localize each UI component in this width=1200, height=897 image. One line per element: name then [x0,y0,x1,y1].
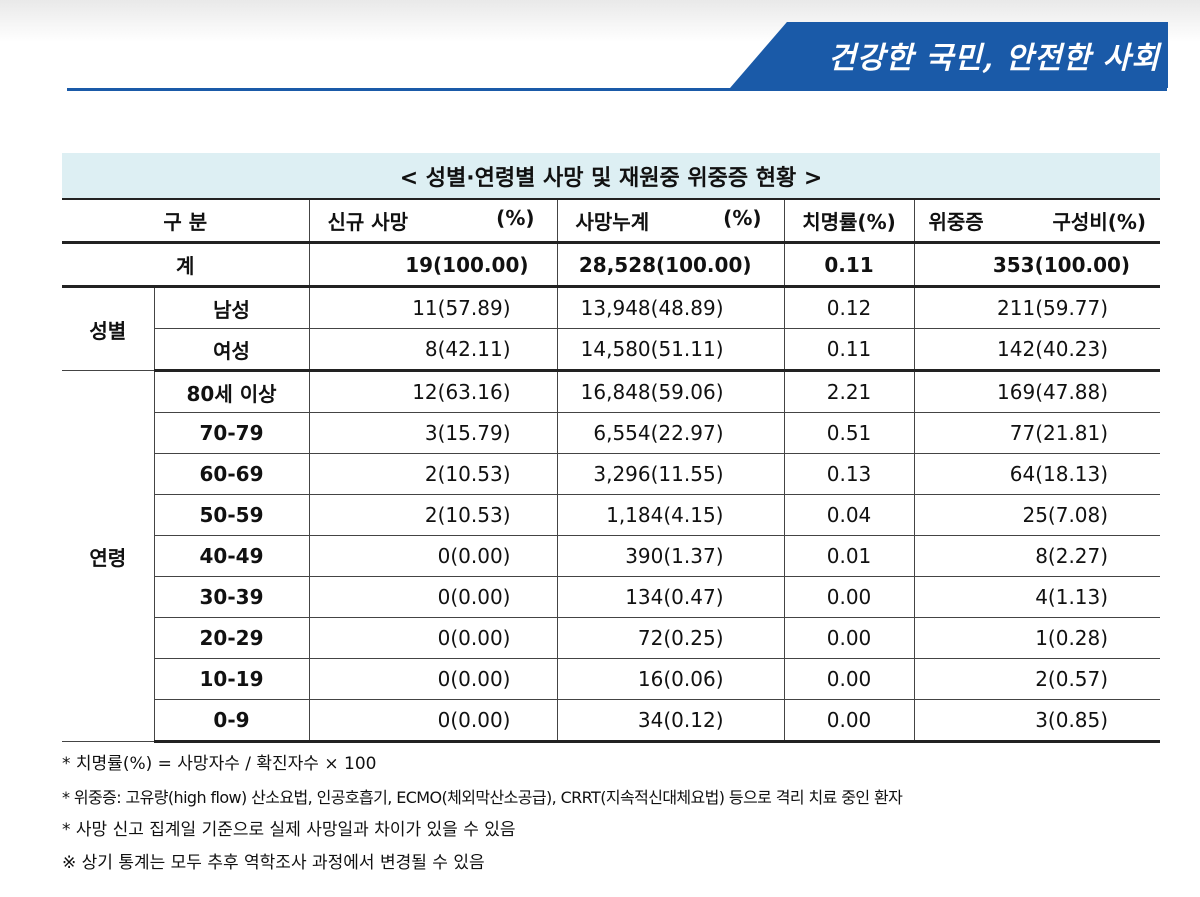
cum-deaths-cell: 16,848(59.06) [556,370,785,413]
total-row: 계 19(100.00) 28,528(100.00) 0.11 353(100… [62,242,1161,288]
fatality-cell: 0.00 [783,699,915,743]
total-fatality: 0.11 [783,242,915,288]
cum-deaths-cell: 1,184(4.15) [556,494,785,536]
total-cum-deaths: 28,528(100.00) [556,242,785,288]
table-header-row: 구 분 신규 사망 (%) 사망누계 (%) 치명률(%) 위중증 구성비(%) [62,198,1161,244]
row-label: 20-29 [154,617,310,659]
cum-deaths-cell: 14,580(51.11) [556,328,785,372]
total-severe: 353(100.00) [913,242,1161,288]
age-row: 20-29 0(0.00) 72(0.25) 0.00 1(0.28) [62,617,1161,659]
cum-deaths-cell: 13,948(48.89) [556,286,785,329]
total-label: 계 [62,242,310,288]
table-title-row: < 성별·연령별 사망 및 재원중 위중증 현황 > [62,153,1161,200]
age-row: 70-79 3(15.79) 6,554(22.97) 0.51 77(21.81) [62,412,1161,454]
severe-cell: 2(0.57) [913,658,1161,700]
cum-deaths-cell: 16(0.06) [556,658,785,700]
fatality-cell: 0.01 [783,535,915,577]
severe-cell: 3(0.85) [913,699,1161,743]
severe-cell: 211(59.77) [913,286,1161,329]
new-deaths-cell: 11(57.89) [308,286,558,329]
severe-cell: 77(21.81) [913,412,1161,454]
age-row: 50-59 2(10.53) 1,184(4.15) 0.04 25(7.08) [62,494,1161,536]
severe-cell: 25(7.08) [913,494,1161,536]
fatality-cell: 0.11 [783,328,915,372]
new-deaths-cell: 0(0.00) [308,699,558,743]
header-fatality: 치명률(%) [783,198,915,244]
new-deaths-cell: 2(10.53) [308,453,558,495]
severe-cell: 169(47.88) [913,370,1161,413]
row-label: 10-19 [154,658,310,700]
header-cum-deaths-pct: (%) [723,206,762,230]
sex-group: 성별 남성 11(57.89) 13,948(48.89) 0.12 211(59.77)… [62,286,1161,372]
fatality-cell: 0.00 [783,576,915,618]
fatality-cell: 0.51 [783,412,915,454]
fatality-cell: 0.13 [783,453,915,495]
sex-row: 여성 8(42.11) 14,580(51.11) 0.11 142(40.23) [62,328,1161,372]
row-label: 30-39 [154,576,310,618]
severe-cell: 4(1.13) [913,576,1161,618]
new-deaths-cell: 8(42.11) [308,328,558,372]
header-severe-pct: 구성비(%) [1052,210,1147,234]
new-deaths-cell: 2(10.53) [308,494,558,536]
header-severe: 위중증 구성비(%) [913,198,1161,244]
new-deaths-cell: 0(0.00) [308,576,558,618]
header-severe-label: 위중증 [928,210,984,234]
total-new-deaths: 19(100.00) [308,242,558,288]
new-deaths-cell: 0(0.00) [308,617,558,659]
death-severity-table: < 성별·연령별 사망 및 재원중 위중증 현황 > 구 분 신규 사망 (%) … [62,153,1161,743]
row-label: 0-9 [154,699,310,743]
age-row: 연령 80세 이상 12(63.16) 16,848(59.06) 2.21 169(47… [62,370,1161,742]
footnote-fatality: * 치명률(%) = 사망자수 / 확진자수 × 100 [62,754,377,774]
cum-deaths-cell: 134(0.47) [556,576,785,618]
header-new-deaths: 신규 사망 (%) [308,198,558,244]
age-row: 40-49 0(0.00) 390(1.37) 0.01 8(2.27) [62,535,1161,577]
header-new-deaths-pct: (%) [496,206,535,230]
table-title: < 성별·연령별 사망 및 재원중 위중증 현황 > [62,153,1161,200]
new-deaths-cell: 12(63.16) [308,370,558,413]
header-cum-deaths: 사망누계 (%) [556,198,785,244]
cum-deaths-cell: 34(0.12) [556,699,785,743]
age-row: 0-9 0(0.00) 34(0.12) 0.00 3(0.85) [62,699,1161,743]
cum-deaths-cell: 390(1.37) [556,535,785,577]
cum-deaths-cell: 6,554(22.97) [556,412,785,454]
row-label: 80세 이상 [153,370,310,413]
fatality-cell: 2.21 [783,370,915,413]
row-label: 70-79 [154,412,310,454]
cum-deaths-cell: 3,296(11.55) [556,453,785,495]
row-label: 여성 [154,328,310,372]
age-group: 연령 80세 이상 12(63.16) 16,848(59.06) 2.21 169(47… [62,370,1161,743]
footnote-report-date: * 사망 신고 집계일 기준으로 실제 사망일과 차이가 있을 수 있음 [62,820,516,840]
severe-cell: 142(40.23) [913,328,1161,372]
footnote-change: ※ 상기 통계는 모두 추후 역학조사 과정에서 변경될 수 있음 [62,853,485,873]
slogan-text: 건강한 국민, 안전한 사회 [828,41,1160,76]
severe-cell: 64(18.13) [913,453,1161,495]
sex-row: 성별 남성 11(57.89) 13,948(48.89) 0.12 211(59.77) [62,286,1161,371]
footnotes: * 치명률(%) = 사망자수 / 확진자수 × 100 * 위중증: 고유량(… [62,748,1162,880]
severe-cell: 8(2.27) [913,535,1161,577]
header-rule [67,88,1167,91]
fatality-cell: 0.04 [783,494,915,536]
footnote-severe: * 위중증: 고유량(high flow) 산소요법, 인공호흡기, ECMO(… [62,788,903,807]
age-row: 10-19 0(0.00) 16(0.06) 0.00 2(0.57) [62,658,1161,700]
new-deaths-cell: 3(15.79) [308,412,558,454]
fatality-cell: 0.00 [783,617,915,659]
age-row: 60-69 2(10.53) 3,296(11.55) 0.13 64(18.13) [62,453,1161,495]
header-new-deaths-label: 신규 사망 [327,210,409,234]
new-deaths-cell: 0(0.00) [308,535,558,577]
fatality-cell: 0.12 [783,286,915,329]
header-cum-deaths-label: 사망누계 [575,210,650,234]
header-category: 구 분 [62,198,310,244]
row-label: 60-69 [154,453,310,495]
row-label: 50-59 [154,494,310,536]
new-deaths-cell: 0(0.00) [308,658,558,700]
cum-deaths-cell: 72(0.25) [556,617,785,659]
fatality-cell: 0.00 [783,658,915,700]
age-group-label: 연령 [62,370,155,742]
slogan-banner [730,22,1168,88]
age-row: 30-39 0(0.00) 134(0.47) 0.00 4(1.13) [62,576,1161,618]
row-label: 40-49 [154,535,310,577]
row-label: 남성 [153,286,310,329]
sex-group-label: 성별 [62,286,155,371]
severe-cell: 1(0.28) [913,617,1161,659]
